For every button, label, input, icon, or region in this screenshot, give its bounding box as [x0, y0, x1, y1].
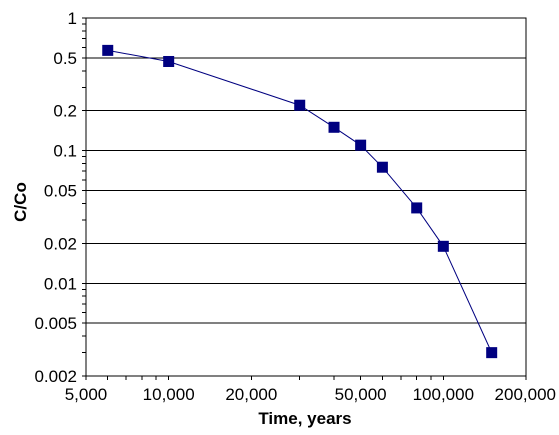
- x-tick-label: 200,000: [495, 385, 556, 404]
- y-tick-label: 0.05: [44, 182, 77, 201]
- data-point-marker: [163, 55, 175, 67]
- x-tick-label: 50,000: [335, 385, 387, 404]
- data-point-marker: [376, 161, 388, 173]
- data-point-marker: [437, 240, 449, 252]
- x-tick-label: 100,000: [413, 385, 474, 404]
- x-tick-label: 10,000: [143, 385, 195, 404]
- data-point-marker: [355, 139, 367, 151]
- y-tick-label: 0.005: [34, 314, 77, 333]
- x-tick-label: 20,000: [225, 385, 277, 404]
- y-tick-label: 0.2: [53, 102, 77, 121]
- y-axis-title: C/Co: [11, 182, 30, 222]
- y-tick-label: 0.1: [53, 142, 77, 161]
- y-tick-label: 0.01: [44, 274, 77, 293]
- data-point-marker: [411, 202, 423, 214]
- data-point-marker: [486, 347, 498, 359]
- minor-ticks: [82, 17, 527, 380]
- axes: [85, 17, 527, 377]
- x-axis-title: Time, years: [258, 409, 351, 428]
- y-tick-label: 0.002: [34, 367, 77, 386]
- plot-border: [85, 17, 527, 377]
- data-point-marker: [102, 44, 114, 56]
- y-tick-label: 0.02: [44, 234, 77, 253]
- series: [102, 44, 498, 359]
- y-tick-label: 0.5: [53, 49, 77, 68]
- tick-labels: 0.002 0.005 0.01 0.02 0.05 0.1 0.2 0.5 1 5,000 10,…: [34, 9, 556, 404]
- gridlines: [86, 17, 526, 377]
- x-tick-label: 5,000: [65, 385, 108, 404]
- data-point-marker: [328, 121, 340, 133]
- data-point-marker: [294, 99, 306, 111]
- series-line: [107, 49, 493, 353]
- y-tick-label: 1: [68, 9, 77, 28]
